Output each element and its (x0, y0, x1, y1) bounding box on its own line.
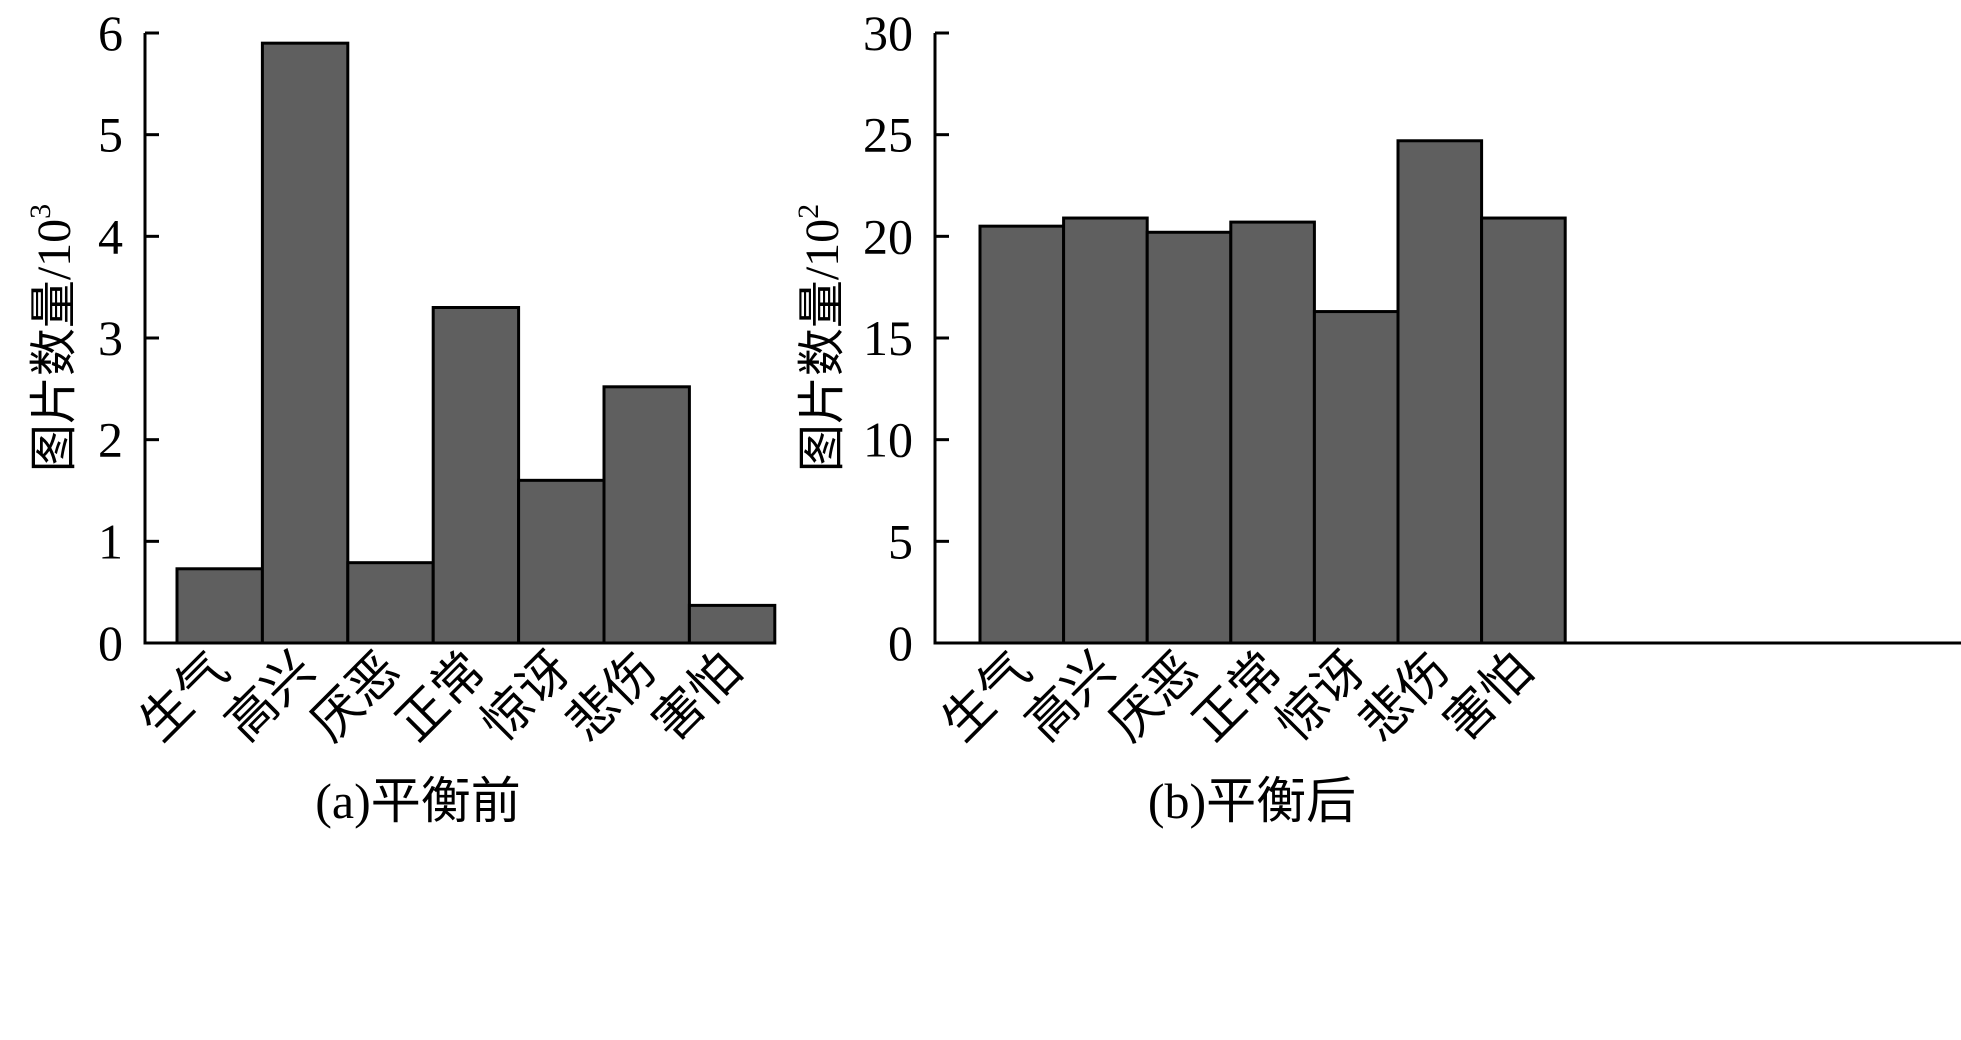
bar-2 (1062, 216, 1149, 645)
bar-4 (1229, 220, 1316, 645)
panel-caption: (a)平衡前 (315, 773, 521, 829)
bar-5 (1312, 310, 1400, 645)
y-tick-label: 10 (863, 412, 913, 468)
bar-6 (602, 385, 691, 645)
x-category-label: 害怕 (1433, 641, 1543, 751)
x-category-label: 生气 (129, 641, 239, 751)
y-tick-label: 25 (863, 107, 913, 163)
y-tick-label: 15 (863, 310, 913, 366)
bar-7 (1480, 216, 1567, 645)
x-category-label: 害怕 (642, 641, 752, 751)
y-tick-label: 30 (863, 5, 913, 61)
y-tick-label: 0 (98, 615, 123, 671)
y-axis-title: 图片数量/102 (792, 204, 849, 472)
y-tick-label: 0 (888, 615, 913, 671)
y-tick-label: 5 (888, 513, 913, 569)
bar-2 (260, 41, 350, 645)
x-category-label: 厌恶 (1098, 641, 1208, 751)
x-category-label: 正常 (1182, 641, 1292, 751)
y-tick-label: 1 (98, 513, 123, 569)
y-axis-title-exponent: 3 (24, 204, 57, 219)
y-tick-label: 6 (98, 5, 123, 61)
x-category-label: 惊讶 (471, 641, 581, 751)
y-axis-title: 图片数量/103 (24, 204, 81, 472)
y-axis-title-exponent: 2 (792, 204, 825, 219)
y-tick-label: 4 (98, 208, 123, 264)
bar-1 (175, 567, 264, 645)
x-category-label: 悲伤 (1349, 641, 1459, 751)
y-axis-title-text: 图片数量/10 (796, 219, 849, 472)
y-tick-label: 3 (98, 310, 123, 366)
y-tick-label: 20 (863, 208, 913, 264)
bar-5 (517, 478, 606, 645)
bar-4 (431, 306, 521, 645)
panel-caption: (b)平衡后 (1148, 773, 1356, 829)
y-tick-label: 5 (98, 107, 123, 163)
x-category-label: 高兴 (215, 641, 325, 751)
x-category-label: 生气 (931, 641, 1041, 751)
y-axis-title-text: 图片数量/10 (28, 219, 81, 472)
x-category-label: 正常 (385, 641, 495, 751)
bar-1 (978, 224, 1066, 645)
bar-3 (346, 561, 435, 645)
x-category-label: 惊讶 (1266, 641, 1376, 751)
bar-3 (1145, 230, 1233, 645)
x-category-label: 悲伤 (556, 641, 666, 751)
x-category-label: 厌恶 (300, 641, 410, 751)
bar-7 (687, 603, 777, 645)
y-tick-label: 2 (98, 412, 123, 468)
x-category-label: 高兴 (1015, 641, 1125, 751)
bar-6 (1396, 139, 1484, 645)
